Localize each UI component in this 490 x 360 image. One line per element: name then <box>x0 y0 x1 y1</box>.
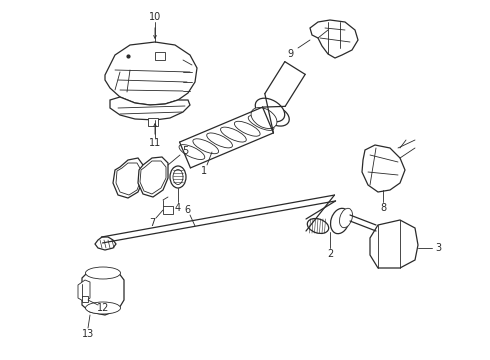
Ellipse shape <box>85 302 121 314</box>
Text: 13: 13 <box>82 329 94 339</box>
Polygon shape <box>140 161 166 194</box>
Polygon shape <box>163 206 173 214</box>
Ellipse shape <box>170 166 186 188</box>
Polygon shape <box>78 280 90 302</box>
Ellipse shape <box>173 170 183 185</box>
Text: 6: 6 <box>184 205 190 215</box>
Ellipse shape <box>263 106 289 126</box>
Text: 3: 3 <box>435 243 441 253</box>
Polygon shape <box>82 296 88 302</box>
Polygon shape <box>155 52 165 60</box>
Text: 12: 12 <box>97 303 109 313</box>
Ellipse shape <box>331 208 349 234</box>
Polygon shape <box>105 42 197 105</box>
Polygon shape <box>82 268 124 315</box>
Polygon shape <box>148 118 158 126</box>
Text: 1: 1 <box>201 166 207 176</box>
Polygon shape <box>116 163 141 195</box>
Polygon shape <box>362 145 405 192</box>
Text: 4: 4 <box>175 203 181 213</box>
Text: 5: 5 <box>182 146 188 156</box>
Text: 7: 7 <box>149 218 155 228</box>
Polygon shape <box>110 97 190 120</box>
Polygon shape <box>138 157 168 197</box>
Ellipse shape <box>85 267 121 279</box>
Ellipse shape <box>251 108 277 129</box>
Text: 11: 11 <box>149 138 161 148</box>
Polygon shape <box>370 220 418 268</box>
Ellipse shape <box>255 98 285 122</box>
Text: 10: 10 <box>149 12 161 22</box>
Text: 9: 9 <box>287 49 293 59</box>
Text: 2: 2 <box>327 249 333 259</box>
Polygon shape <box>95 237 116 250</box>
Polygon shape <box>310 20 358 58</box>
Text: 8: 8 <box>380 203 386 213</box>
Ellipse shape <box>307 219 329 234</box>
Ellipse shape <box>340 208 352 228</box>
Polygon shape <box>113 158 143 198</box>
